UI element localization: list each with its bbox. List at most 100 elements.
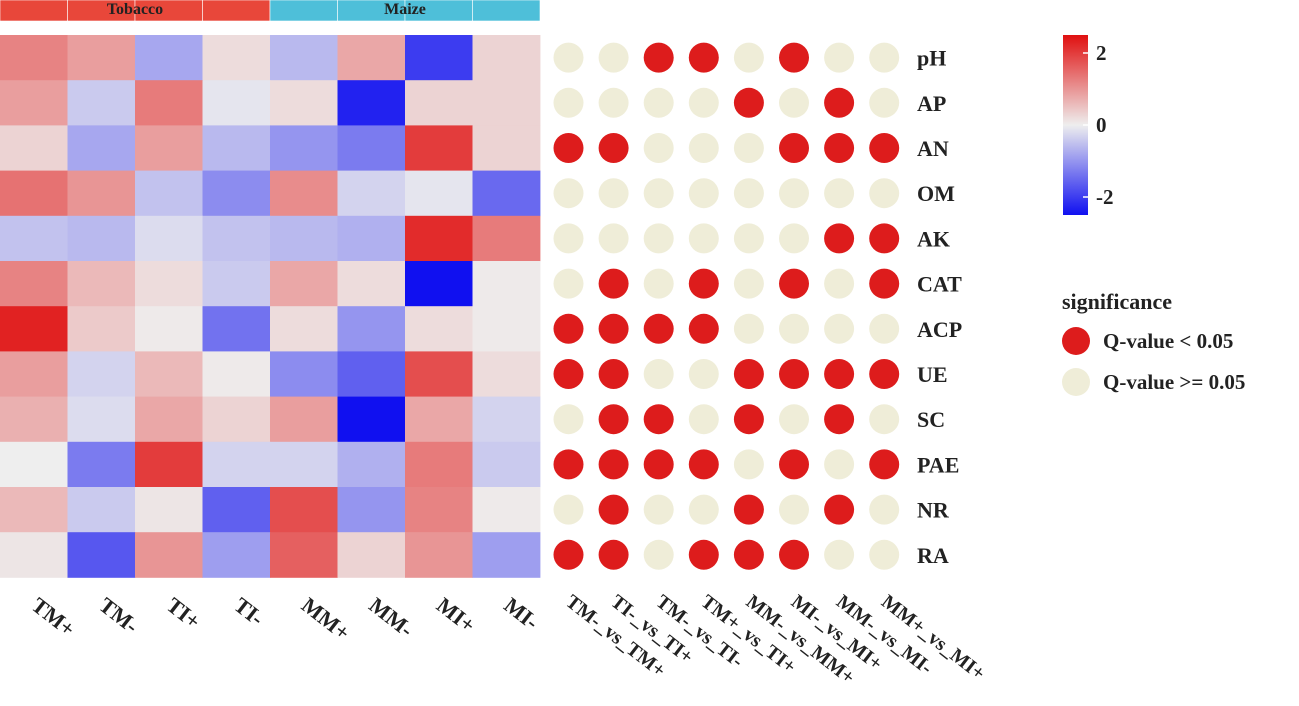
heatmap-cell [202,306,271,352]
heatmap-cell [337,396,406,443]
significance-dot [824,494,855,525]
heatmap-cell [67,170,136,217]
row-label: UE [917,362,948,387]
significance-dot [733,268,764,299]
significance-dot [869,223,900,254]
column-label: MI+ [432,592,480,637]
row-label: AP [917,91,946,116]
significance-dot [688,359,719,389]
color-scale-legend: 2 0 -2 [1063,35,1114,215]
significance-dot [869,404,900,435]
group-annotation-bar: Tobacco Maize [0,0,541,22]
significance-dot [869,359,900,389]
significance-dot [779,539,809,570]
column-label: MI- [499,592,543,634]
significance-dot [688,133,719,163]
heatmap-cell [270,170,338,217]
significance-dot [643,42,674,73]
row-label: pH [917,46,946,71]
heatmap-cell [202,532,271,578]
heatmap-cell [472,125,541,171]
row-label: NR [917,498,950,523]
heatmap-cell [67,487,136,533]
significance-dot [643,539,674,570]
heatmap-cell [472,396,541,443]
heatmap-cell [337,215,406,262]
heatmap-cell [270,532,338,578]
heatmap-cell [135,170,203,217]
heatmap-cell [270,261,338,307]
comparison-labels: TM-_vs_TM+TI-_vs_TI+TM-_vs_TI-TM+_vs_TI+… [561,591,989,689]
significance-dot [688,449,719,480]
heatmap-cell [405,306,473,352]
significance-dot [643,449,674,480]
significance-dot [598,268,629,299]
significance-dot [824,268,855,299]
significance-dot [869,133,900,163]
heatmap-cell [135,441,203,488]
heatmap-cell [67,35,136,81]
heatmap-cell [270,306,338,352]
significance-dot [598,133,629,163]
significance-dot [598,449,629,480]
significance-dot [553,359,584,389]
heatmap-cell [405,487,473,533]
heatmap-cell [405,351,473,397]
significance-dot [779,87,809,118]
heatmap-cell [0,215,68,262]
heatmap-cell [405,215,473,262]
heatmap-cell [135,215,203,262]
heatmap-cell [0,125,68,171]
significance-dot [869,313,900,344]
row-label: AK [917,226,950,251]
heatmap-cell [405,261,473,307]
significance-dot [643,359,674,389]
heatmap-cell [135,306,203,352]
group-segment [0,0,68,22]
group-label: Tobacco [107,1,163,18]
significance-dot-grid [553,42,900,570]
significance-dot [688,313,719,344]
significance-dot [733,178,764,209]
heatmap-cell [135,487,203,533]
heatmap-cell [0,170,68,217]
heatmap-cell [337,487,406,533]
significance-dot [733,404,764,435]
group-segment [202,0,271,22]
legend-label: Q-value < 0.05 [1103,329,1233,353]
column-label: TM- [94,592,143,638]
heatmap-cell [405,441,473,488]
significance-dot [598,178,629,209]
significance-dot [598,87,629,118]
heatmap-cell [337,170,406,217]
significance-dot [779,494,809,525]
heatmap-cell [0,80,68,126]
heatmap-cell [337,306,406,352]
heatmap-cell [270,487,338,533]
significance-dot [553,178,584,209]
significance-dot [824,404,855,435]
heatmap-cell [472,441,541,488]
heatmap-cell [202,80,271,126]
heatmap-cell [135,125,203,171]
heatmap-cell [472,487,541,533]
heatmap-cell [0,532,68,578]
heatmap-cell [135,396,203,443]
significance-dot [643,133,674,163]
heatmap-cell [472,306,541,352]
significance-dot [553,223,584,254]
heatmap-cell [472,170,541,217]
significance-dot [553,539,584,570]
significance-dot [869,42,900,73]
heatmap-cell [67,532,136,578]
significance-dot [733,42,764,73]
heatmap-cell [202,487,271,533]
significance-dot [598,313,629,344]
significance-dot [688,178,719,209]
significance-dot [733,87,764,118]
significance-dot [824,539,855,570]
significance-dot [553,268,584,299]
significance-dot [824,87,855,118]
column-label: MM- [364,592,418,642]
significance-dot [553,133,584,163]
